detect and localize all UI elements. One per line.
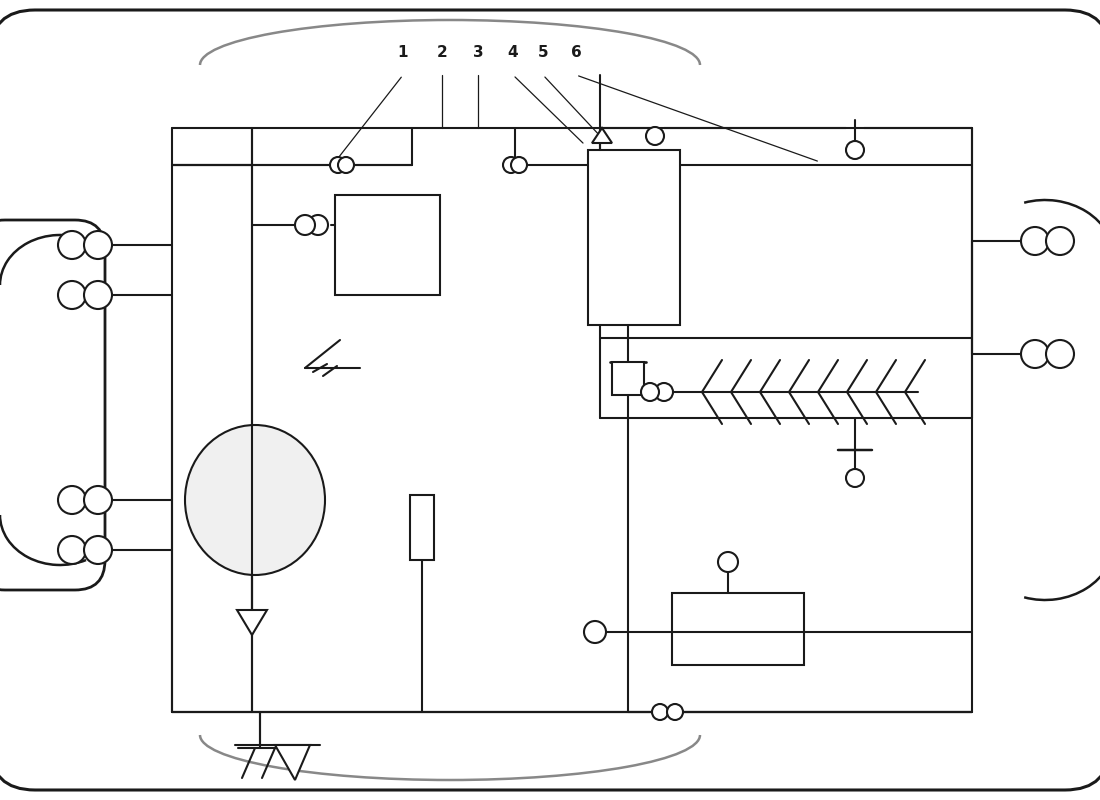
Bar xyxy=(336,195,440,295)
Text: 1: 1 xyxy=(398,45,408,60)
Circle shape xyxy=(512,157,527,173)
Text: eurosparés: eurosparés xyxy=(691,239,810,261)
Circle shape xyxy=(1046,227,1074,255)
Circle shape xyxy=(84,281,112,309)
Circle shape xyxy=(84,486,112,514)
Circle shape xyxy=(1046,340,1074,368)
Bar xyxy=(612,362,643,395)
Polygon shape xyxy=(592,128,612,143)
Text: eurosparés: eurosparés xyxy=(691,559,810,581)
Circle shape xyxy=(718,552,738,572)
Circle shape xyxy=(58,231,86,259)
Circle shape xyxy=(84,231,112,259)
Circle shape xyxy=(330,157,346,173)
Circle shape xyxy=(1021,227,1049,255)
Polygon shape xyxy=(275,745,310,780)
Circle shape xyxy=(846,469,864,487)
FancyBboxPatch shape xyxy=(0,220,104,590)
Circle shape xyxy=(295,215,315,235)
Text: 6: 6 xyxy=(571,45,582,60)
Text: 2: 2 xyxy=(437,45,448,60)
Circle shape xyxy=(58,281,86,309)
Text: 4: 4 xyxy=(508,45,518,60)
Circle shape xyxy=(84,536,112,564)
Bar xyxy=(672,593,804,665)
Text: 5: 5 xyxy=(538,45,548,60)
Circle shape xyxy=(308,215,328,235)
Circle shape xyxy=(641,383,659,401)
Text: 3: 3 xyxy=(473,45,483,60)
Text: eurosparés: eurosparés xyxy=(221,559,339,581)
Circle shape xyxy=(652,704,668,720)
Circle shape xyxy=(338,157,354,173)
Circle shape xyxy=(646,127,664,145)
Circle shape xyxy=(667,704,683,720)
Circle shape xyxy=(58,486,86,514)
Circle shape xyxy=(503,157,519,173)
Text: eurosparés: eurosparés xyxy=(221,239,339,261)
Circle shape xyxy=(846,141,864,159)
Circle shape xyxy=(1021,340,1049,368)
FancyBboxPatch shape xyxy=(0,10,1100,790)
Bar xyxy=(588,150,680,325)
Circle shape xyxy=(584,621,606,643)
Polygon shape xyxy=(236,610,267,635)
Bar xyxy=(410,495,435,560)
Circle shape xyxy=(58,536,86,564)
Circle shape xyxy=(654,383,673,401)
Ellipse shape xyxy=(185,425,324,575)
